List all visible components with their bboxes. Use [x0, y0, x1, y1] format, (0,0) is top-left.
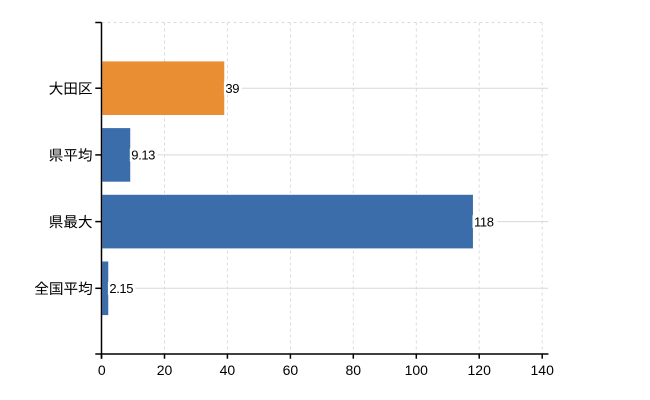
svg-text:80: 80: [346, 362, 362, 378]
svg-text:20: 20: [157, 362, 173, 378]
svg-text:39: 39: [225, 81, 239, 96]
svg-text:118: 118: [474, 214, 494, 229]
svg-text:2.15: 2.15: [109, 281, 133, 296]
svg-text:140: 140: [531, 362, 555, 378]
svg-text:9.13: 9.13: [131, 148, 155, 163]
svg-text:40: 40: [220, 362, 236, 378]
svg-text:60: 60: [283, 362, 299, 378]
svg-text:120: 120: [468, 362, 492, 378]
svg-text:0: 0: [98, 362, 106, 378]
svg-text:100: 100: [405, 362, 429, 378]
